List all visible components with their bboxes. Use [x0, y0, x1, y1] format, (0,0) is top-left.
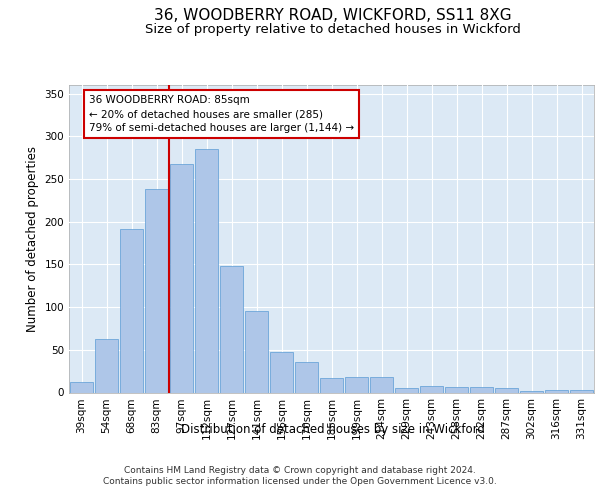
Text: 36 WOODBERRY ROAD: 85sqm
← 20% of detached houses are smaller (285)
79% of semi-: 36 WOODBERRY ROAD: 85sqm ← 20% of detach…: [89, 95, 354, 133]
Bar: [370, 377, 393, 392]
Bar: [495, 388, 518, 392]
Bar: [420, 386, 443, 392]
Bar: [545, 390, 568, 392]
Text: Distribution of detached houses by size in Wickford: Distribution of detached houses by size …: [181, 422, 485, 436]
Bar: [345, 377, 368, 392]
Bar: [295, 362, 318, 392]
Bar: [470, 388, 493, 392]
Bar: [220, 266, 243, 392]
Bar: [520, 391, 543, 392]
Y-axis label: Number of detached properties: Number of detached properties: [26, 146, 39, 332]
Bar: [270, 352, 293, 393]
Bar: [245, 310, 268, 392]
Bar: [445, 386, 468, 392]
Bar: [145, 189, 168, 392]
Text: Contains public sector information licensed under the Open Government Licence v3: Contains public sector information licen…: [103, 478, 497, 486]
Text: Contains HM Land Registry data © Crown copyright and database right 2024.: Contains HM Land Registry data © Crown c…: [124, 466, 476, 475]
Bar: [95, 338, 118, 392]
Text: Size of property relative to detached houses in Wickford: Size of property relative to detached ho…: [145, 22, 521, 36]
Bar: [195, 149, 218, 392]
Bar: [170, 164, 193, 392]
Bar: [395, 388, 418, 392]
Bar: [70, 382, 93, 392]
Bar: [570, 390, 593, 392]
Bar: [120, 228, 143, 392]
Text: 36, WOODBERRY ROAD, WICKFORD, SS11 8XG: 36, WOODBERRY ROAD, WICKFORD, SS11 8XG: [154, 8, 512, 22]
Bar: [320, 378, 343, 392]
